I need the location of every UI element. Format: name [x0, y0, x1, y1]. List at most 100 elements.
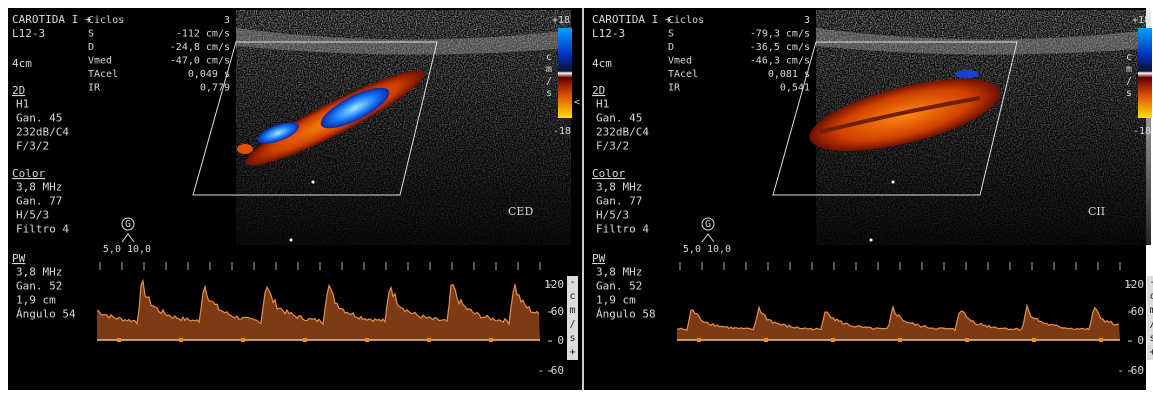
header: CAROTIDA I +: [12, 13, 92, 26]
pw-unit: /: [1149, 319, 1153, 330]
baseline-marker: [117, 338, 121, 342]
section-line: 232dB/C4: [596, 126, 649, 139]
focus-label: G: [705, 219, 711, 230]
focus-scale: 5,0 10,0: [683, 244, 731, 255]
section-line: H/5/3: [596, 209, 629, 222]
measure-label: TAcel: [668, 69, 698, 80]
baseline-marker: [1099, 338, 1103, 342]
scale-top: +18: [552, 15, 570, 26]
pw-unit: s: [569, 333, 575, 344]
section-line: H/5/3: [16, 209, 49, 222]
measure-label: IR: [668, 83, 681, 94]
scale-unit: c: [1126, 52, 1132, 63]
measure-label: TAcel: [88, 69, 118, 80]
marker-dot: [870, 239, 873, 242]
pw-tick-label: 0: [1137, 334, 1144, 347]
pw-tick-label: 60: [551, 305, 564, 318]
focus-scale: 5,0 10,0: [103, 244, 151, 255]
color-bar: [558, 28, 572, 118]
section-title: PW: [12, 252, 26, 265]
probe: L12-3: [12, 27, 45, 40]
section-line: 3,8 MHz: [596, 181, 642, 194]
pw-unit: m: [1149, 305, 1153, 316]
focus-label: G: [125, 219, 131, 230]
pw-tick-label: 60: [1131, 305, 1144, 318]
pw-unit: +: [1149, 347, 1153, 358]
section-line: H1: [596, 98, 609, 111]
scale-unit: s: [1126, 88, 1132, 99]
baseline-marker: [898, 338, 902, 342]
measure-value: 3: [804, 15, 810, 26]
measure-label: IR: [88, 83, 101, 94]
section-line: F/3/2: [16, 140, 49, 153]
measure-label: Ciclos: [668, 15, 704, 26]
pw-unit: -: [569, 277, 575, 288]
measure-label: Ciclos: [88, 15, 124, 26]
measure-value: 0,049 s: [188, 69, 230, 80]
pw-tick-label: 120: [1124, 278, 1144, 291]
section-line: 1,9 cm: [596, 294, 636, 307]
measure-value: -112 cm/s: [176, 29, 230, 40]
measure-value: 0,779: [200, 83, 230, 94]
baseline-marker: [365, 338, 369, 342]
section-line: Ángulo 54: [16, 308, 76, 321]
section-line: 1,9 cm: [16, 294, 56, 307]
pw-tick-label: - 60: [538, 364, 565, 377]
side-label: CED: [508, 205, 533, 218]
measure-value: -36,5 cm/s: [750, 42, 810, 53]
section-title: 2D: [592, 84, 605, 97]
measure-label: S: [88, 29, 94, 40]
section-line: Gan. 77: [16, 195, 62, 208]
pw-unit: m: [569, 305, 575, 316]
side-label: CII: [1088, 205, 1105, 218]
color-bar: [1138, 28, 1152, 118]
section-title: PW: [592, 252, 606, 265]
section-line: F/3/2: [596, 140, 629, 153]
measure-value: 3: [224, 15, 230, 26]
scale-unit: m: [1126, 64, 1132, 75]
pw-tick-label: 120: [544, 278, 564, 291]
section-line: Gan. 52: [596, 280, 642, 293]
baseline-marker: [241, 338, 245, 342]
measure-value: -46,3 cm/s: [750, 56, 810, 67]
baseline-marker: [489, 338, 493, 342]
marker-dot: [892, 181, 895, 184]
measure-label: Vmed: [88, 56, 112, 67]
scale-unit: c: [546, 52, 552, 63]
baseline-marker: [303, 338, 307, 342]
marker-dot: [290, 239, 293, 242]
pw-unit: /: [569, 319, 575, 330]
baseline-marker: [764, 338, 768, 342]
section-line: 3,8 MHz: [596, 266, 642, 279]
section-line: Gan. 77: [596, 195, 642, 208]
vessel-flow: [237, 144, 253, 154]
vessel-flow: [955, 70, 979, 78]
section-title: Color: [592, 167, 625, 180]
baseline-marker: [965, 338, 969, 342]
baseline-marker: [427, 338, 431, 342]
measure-value: -47,0 cm/s: [170, 56, 230, 67]
pw-tick-label: - 60: [1118, 364, 1145, 377]
scale-unit: /: [1126, 76, 1132, 87]
measure-label: S: [668, 29, 674, 40]
pw-unit: c: [1149, 291, 1153, 302]
section-line: Ángulo 58: [596, 308, 656, 321]
section-line: 232dB/C4: [16, 126, 69, 139]
measure-value: 0,541: [780, 83, 810, 94]
scale-mark: <: [574, 97, 580, 108]
section-line: Gan. 45: [596, 112, 642, 125]
section-line: 3,8 MHz: [16, 181, 62, 194]
depth: 4cm: [12, 57, 32, 70]
header: CAROTIDA I +: [592, 13, 672, 26]
baseline-marker: [697, 338, 701, 342]
scale-bottom: -18: [553, 126, 571, 137]
section-title: Color: [12, 167, 45, 180]
scale-unit: s: [546, 88, 552, 99]
measure-value: -24,8 cm/s: [170, 42, 230, 53]
pw-unit: s: [1149, 333, 1153, 344]
pw-tick-label: 0: [557, 334, 564, 347]
baseline-marker: [1032, 338, 1036, 342]
page: CAROTIDA I +L12-34cmCiclos3S-112 cm/sD-2…: [0, 0, 1153, 393]
ultrasound-screen: CAROTIDA I +L12-34cmCiclos3S-112 cm/sD-2…: [0, 0, 1153, 393]
section-title: 2D: [12, 84, 25, 97]
